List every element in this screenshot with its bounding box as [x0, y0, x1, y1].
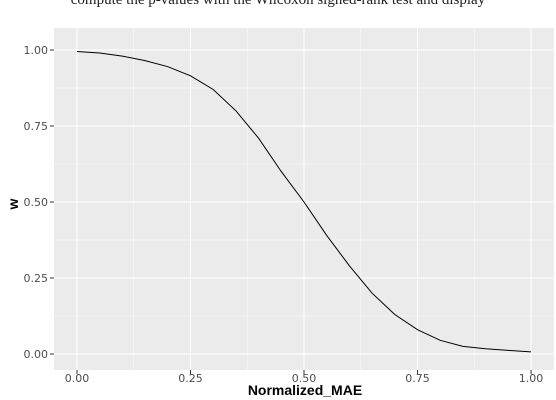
x-tick-label: 0.00 — [65, 372, 90, 385]
y-tick-label: 0.75 — [24, 120, 49, 133]
x-tick-label: 1.00 — [519, 372, 544, 385]
y-tick-label: 0.00 — [24, 348, 49, 361]
y-axis-ticks: 0.00 0.25 0.50 0.75 1.00 — [24, 44, 54, 361]
y-axis-title: w — [5, 198, 21, 210]
x-axis-ticks: 0.00 0.25 0.50 0.75 1.00 — [65, 370, 544, 385]
x-axis-title: Normalized_MAE — [248, 382, 362, 398]
y-tick-label: 1.00 — [24, 44, 49, 57]
x-tick-label: 0.75 — [405, 372, 430, 385]
y-tick-label: 0.25 — [24, 272, 49, 285]
series-line — [76, 51, 532, 353]
page-caption-fragment: compute the p-values with the Wilcoxon s… — [70, 0, 486, 8]
x-tick-label: 0.25 — [178, 372, 203, 385]
major-gridlines — [54, 28, 554, 370]
x-tick-label: 0.50 — [292, 372, 317, 385]
y-tick-label: 0.50 — [24, 196, 49, 209]
